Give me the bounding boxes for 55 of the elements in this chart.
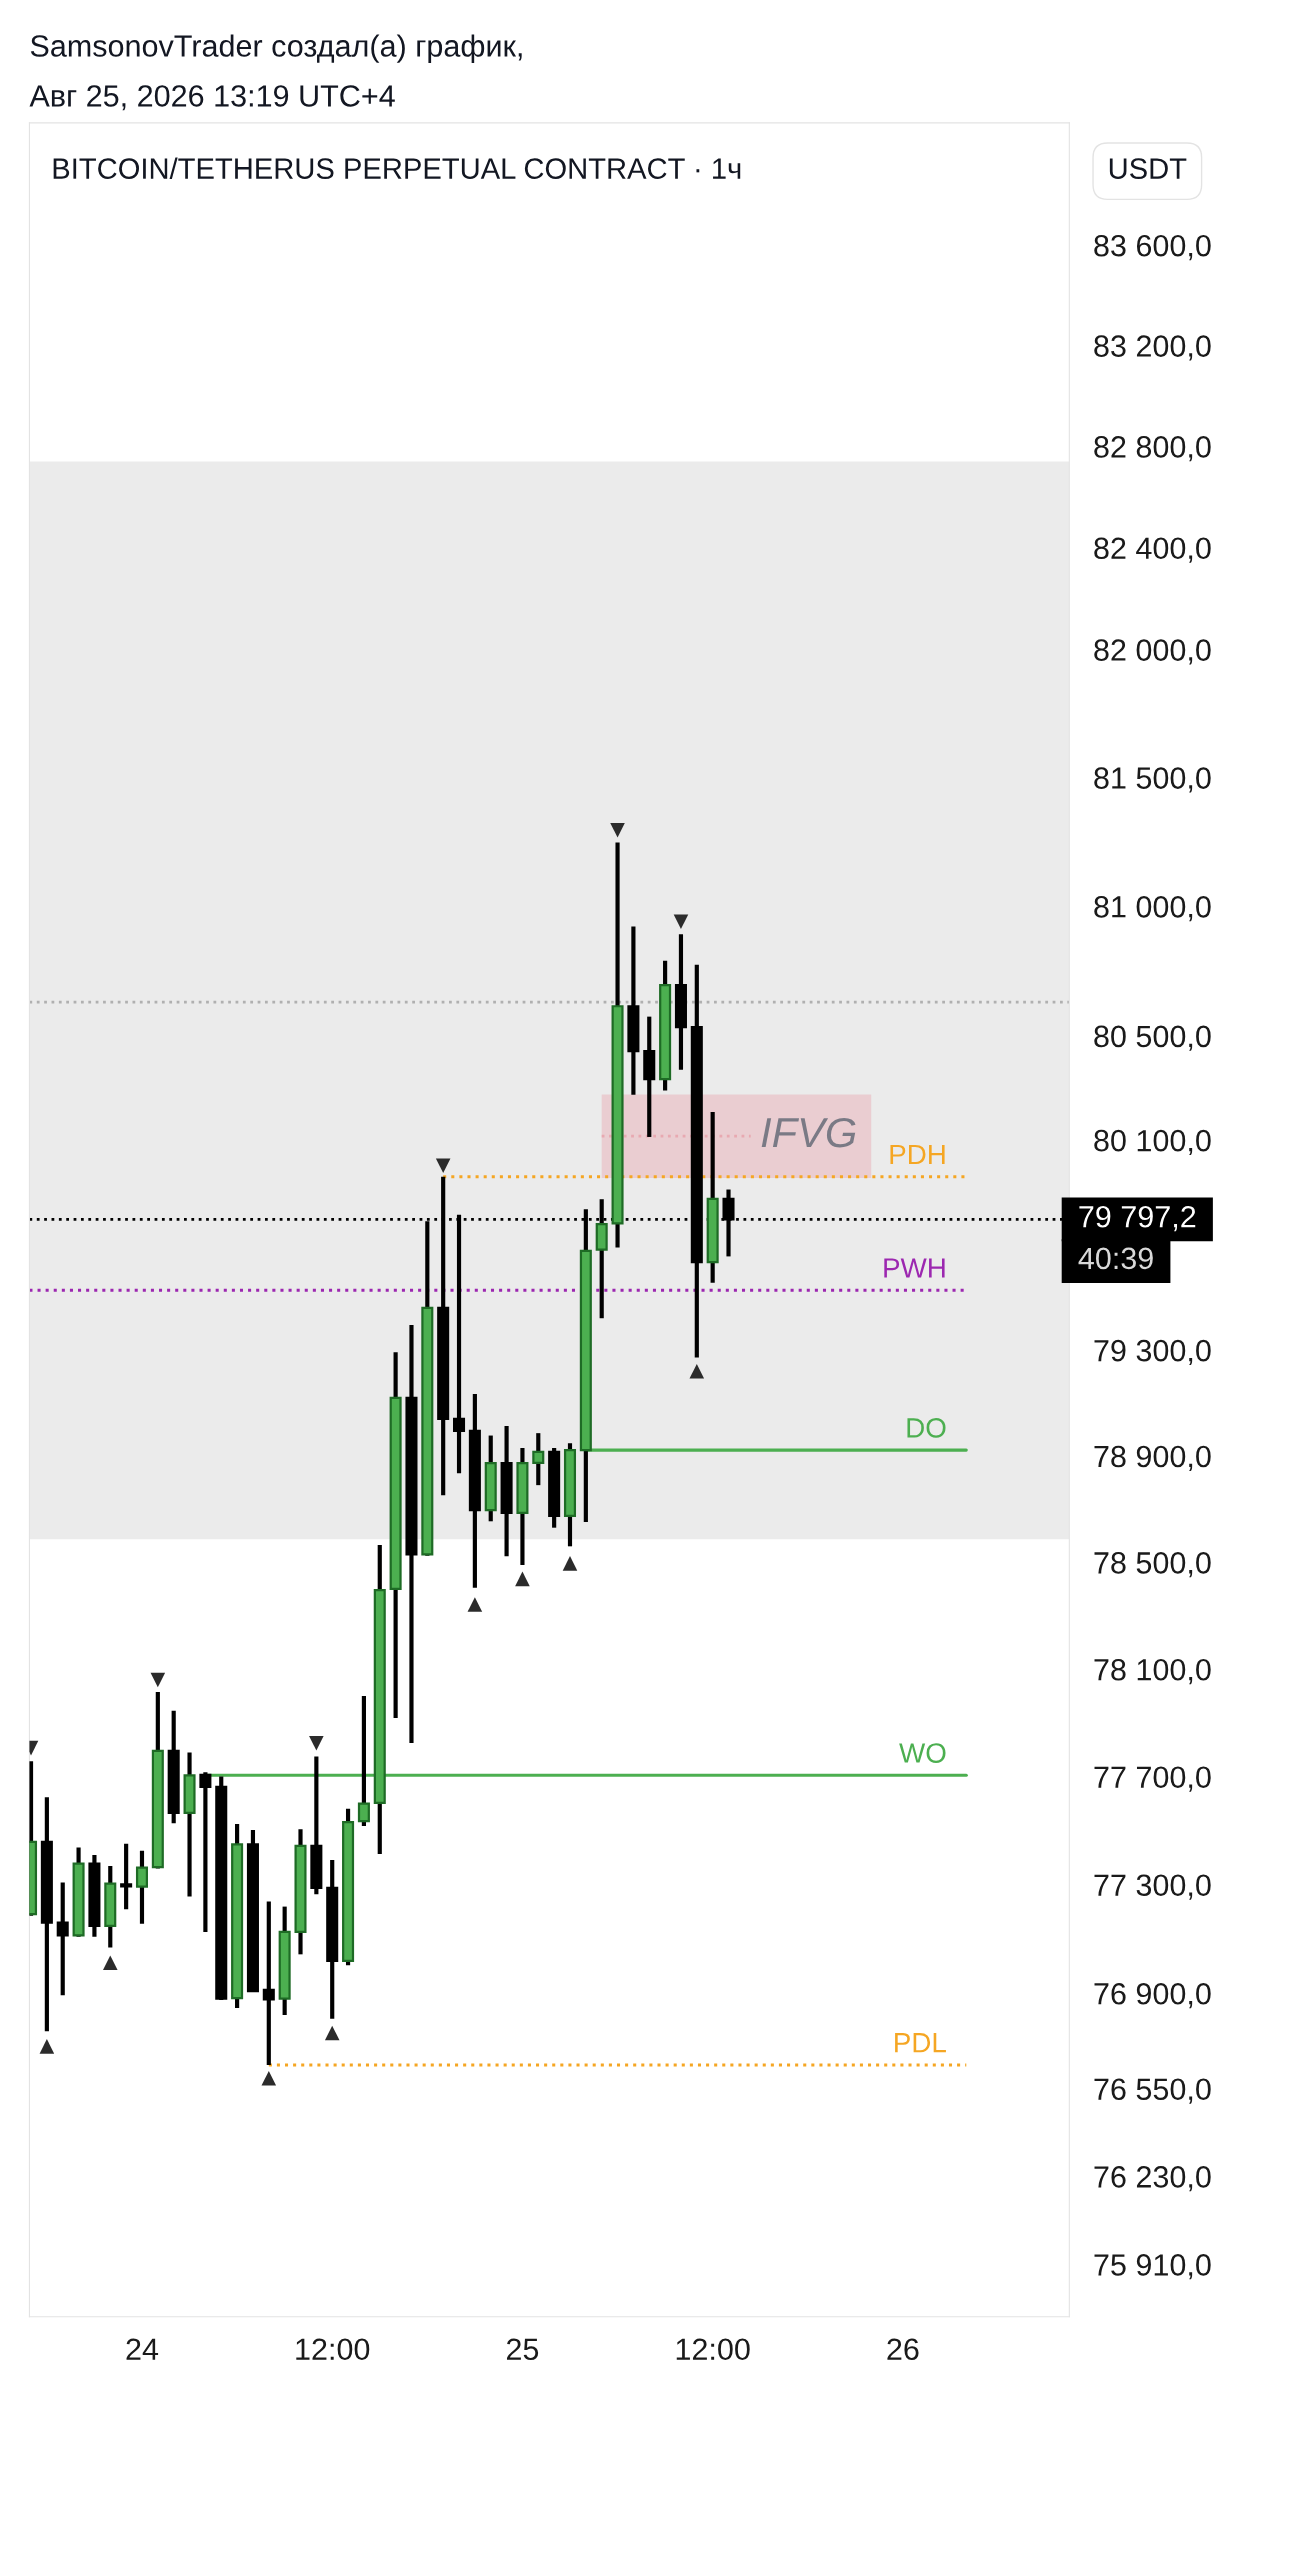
point [562,1556,578,1571]
y-tick-label: 76 900,0 [1094,1982,1211,2009]
y-tick-label: 78 100,0 [1094,1658,1211,1685]
ref-line-label: 79 797,2 [1079,1205,1196,1232]
candlestick [262,1901,275,2065]
y-tick-label: 83 200,0 [1094,335,1211,361]
point [673,914,689,930]
text: SamsonovTrader создал(а) график, [30,34,522,63]
point [150,1672,166,1688]
y-tick-label: 81 000,0 [1094,896,1211,922]
y-tick-label: 76 550,0 [1094,2078,1211,2104]
text: Авг 25, 2026 13:19 UTC+4 [29,85,395,111]
y-tick-label: 76 230,0 [1094,2166,1211,2192]
x-tick-label: 24 [126,2338,159,2360]
y-tick-label: 77 300,0 [1094,1874,1211,1900]
point [515,1571,530,1587]
y-tick-label: 78 500,0 [1094,1552,1211,1578]
point [689,1363,705,1379]
point [324,2025,340,2041]
series-label: DO [907,1418,946,1438]
y-tick-label: 81 500,0 [1094,767,1211,793]
y-tick-label: 82 800,0 [1094,436,1211,462]
point [309,1736,324,1751]
x-tick-label: 12:00 [676,2338,750,2361]
point [103,1955,118,1971]
candlestick [135,1850,149,1924]
point [435,1158,451,1173]
y-tick-label: 75 910,0 [1094,2254,1211,2280]
y-tick-label: 80 100,0 [1094,1129,1211,1156]
x-tick-label: 25 [506,2338,539,2361]
point [39,2039,55,2054]
series-label: WO [899,1743,946,1763]
candlestick [56,1882,69,1996]
y-axis-title: USDT [1109,158,1187,179]
y-tick-label: 83 600,0 [1094,234,1211,261]
point [467,1597,483,1612]
y-tick-label: 82 400,0 [1094,537,1211,563]
candlestick [199,1772,212,1933]
series-label: PWH [884,1258,945,1278]
y-tick-label: 82 000,0 [1094,639,1211,665]
candlestick [532,1433,545,1486]
y-tick-label: 77 700,0 [1094,1766,1211,1792]
x-tick-label: 26 [887,2338,919,2361]
series-label: PDH [890,1144,945,1164]
y-tick-label: 78 900,0 [1094,1445,1211,1471]
text: 40:39 [1078,1247,1153,1270]
candlestick [120,1843,133,1910]
series-label: PDL [895,2033,946,2053]
text: BITCOIN/TETHERUS PERPETUAL CONTRACT · 1ч [53,157,741,179]
x-tick-label: 12:00 [296,2338,370,2361]
series-label: IFVG [761,1117,856,1148]
y-tick-label: 80 500,0 [1094,1025,1211,1051]
point [610,822,625,838]
point [261,2071,277,2086]
y-tick-label: 79 300,0 [1094,1339,1211,1366]
